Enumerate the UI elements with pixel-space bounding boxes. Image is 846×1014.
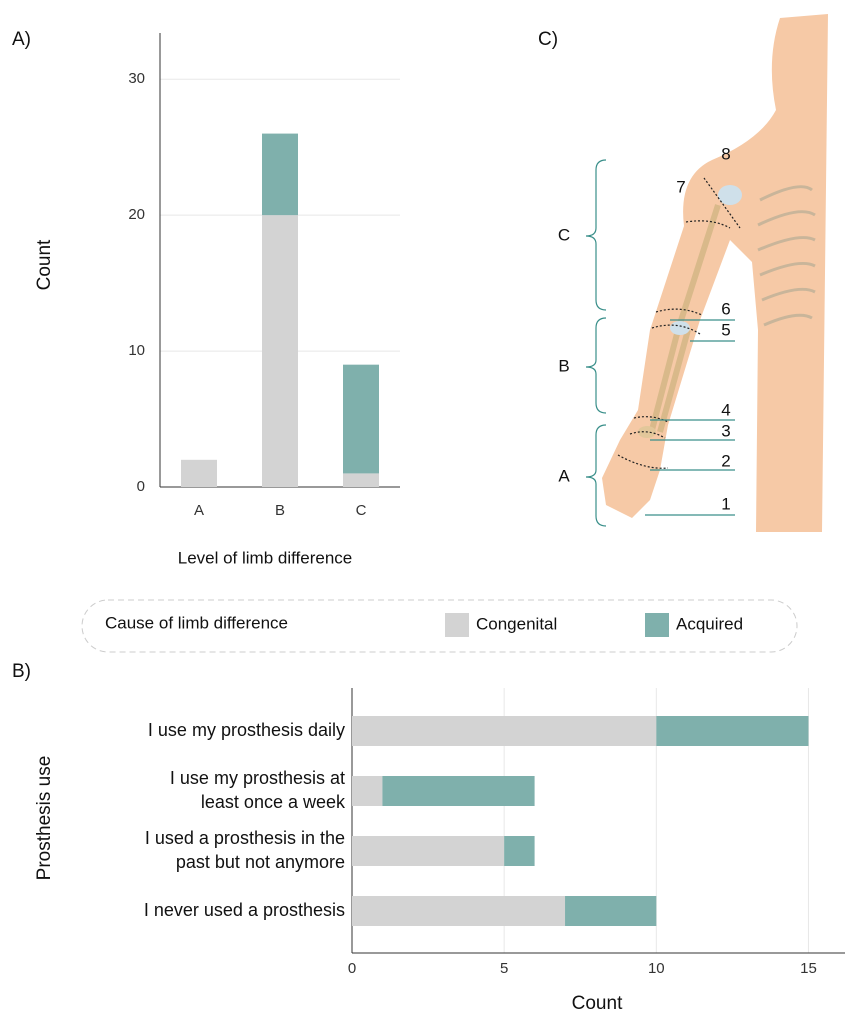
bar-segment — [343, 365, 379, 474]
legend-swatch — [645, 613, 669, 637]
level-label: 8 — [721, 144, 730, 163]
bracket — [586, 160, 606, 310]
level-label: 2 — [721, 451, 730, 470]
y-tick-label: 20 — [128, 206, 145, 223]
x-tick-label: 10 — [648, 960, 665, 977]
x-tick-label: 15 — [800, 960, 817, 977]
x-tick-label: A — [194, 502, 204, 519]
panel-label: B) — [12, 661, 31, 682]
x-tick-label: B — [275, 502, 285, 519]
region-label: C — [558, 225, 570, 244]
bar-segment — [352, 836, 504, 866]
level-label: 3 — [721, 421, 730, 440]
y-tick-label: I never used a prosthesis — [144, 900, 345, 920]
legend-label: Congenital — [476, 614, 557, 633]
bar-segment — [382, 776, 534, 806]
page: Cause of limb difference A)0102030ABCCou… — [0, 0, 846, 1014]
bar-segment — [352, 716, 656, 746]
joint — [670, 321, 690, 335]
bar-segment — [262, 215, 298, 487]
bracket — [586, 318, 606, 413]
y-axis-label: Count — [34, 239, 55, 290]
y-axis-label: Prosthesis use — [34, 756, 55, 881]
y-tick-label: 10 — [128, 342, 145, 359]
level-label: 7 — [676, 177, 685, 196]
level-label: 1 — [721, 494, 730, 513]
figure: Cause of limb difference A)0102030ABCCou… — [0, 0, 846, 1014]
panel-label: A) — [12, 29, 31, 50]
bar-segment — [262, 134, 298, 216]
arm-diagram — [586, 14, 828, 532]
bar-segment — [352, 896, 565, 926]
level-label: 4 — [721, 400, 730, 419]
bracket — [586, 425, 606, 526]
bar-segment — [343, 473, 379, 487]
body-silhouette — [602, 14, 828, 532]
legend-swatch — [445, 613, 469, 637]
x-axis-label: Level of limb difference — [178, 548, 353, 567]
bar-segment — [565, 896, 656, 926]
panel-label: C) — [538, 29, 558, 50]
x-axis-label: Count — [572, 993, 623, 1014]
region-label: B — [558, 356, 569, 375]
bar-segment — [352, 776, 382, 806]
legend-title: Cause of limb difference — [105, 613, 288, 632]
y-tick-label: 0 — [137, 478, 145, 495]
legend-label: Acquired — [676, 614, 743, 633]
y-tick-label: 30 — [128, 70, 145, 87]
level-label: 5 — [721, 320, 730, 339]
x-tick-label: 5 — [500, 960, 508, 977]
bar-segment — [656, 716, 808, 746]
region-label: A — [558, 466, 570, 485]
y-tick-label: I use my prosthesis daily — [148, 720, 345, 740]
x-tick-label: C — [356, 502, 367, 519]
bar-segment — [504, 836, 534, 866]
bar-segment — [181, 460, 217, 487]
x-tick-label: 0 — [348, 960, 356, 977]
level-label: 6 — [721, 299, 730, 318]
